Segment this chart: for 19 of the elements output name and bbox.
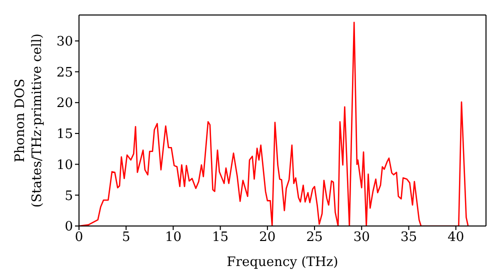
line-series bbox=[79, 22, 469, 226]
x-tick-label: 5 bbox=[122, 230, 130, 246]
x-tick-label: 25 bbox=[306, 230, 323, 246]
y-tick-label: 30 bbox=[56, 34, 73, 50]
x-tick-label: 0 bbox=[74, 230, 84, 246]
x-tick-label: 20 bbox=[259, 230, 276, 246]
y-tick-label: 5 bbox=[64, 188, 73, 204]
x-tick-label: 35 bbox=[400, 230, 418, 246]
x-axis-title: Frequency (THz) bbox=[226, 255, 338, 270]
x-tick-label: 40 bbox=[448, 230, 464, 246]
y-tick-label: 0 bbox=[64, 220, 73, 235]
x-tick-label: 15 bbox=[212, 230, 229, 246]
y-tick-label: 15 bbox=[56, 127, 73, 142]
y-axis-title: Phonon DOS (States/THz·primitive cell) bbox=[13, 33, 45, 208]
x-tick-label: 10 bbox=[164, 230, 182, 246]
y-tick-label: 25 bbox=[56, 65, 73, 80]
y-tick-label: 20 bbox=[56, 96, 73, 112]
x-tick-label: 30 bbox=[353, 230, 370, 246]
y-tick-label: 10 bbox=[56, 158, 73, 173]
